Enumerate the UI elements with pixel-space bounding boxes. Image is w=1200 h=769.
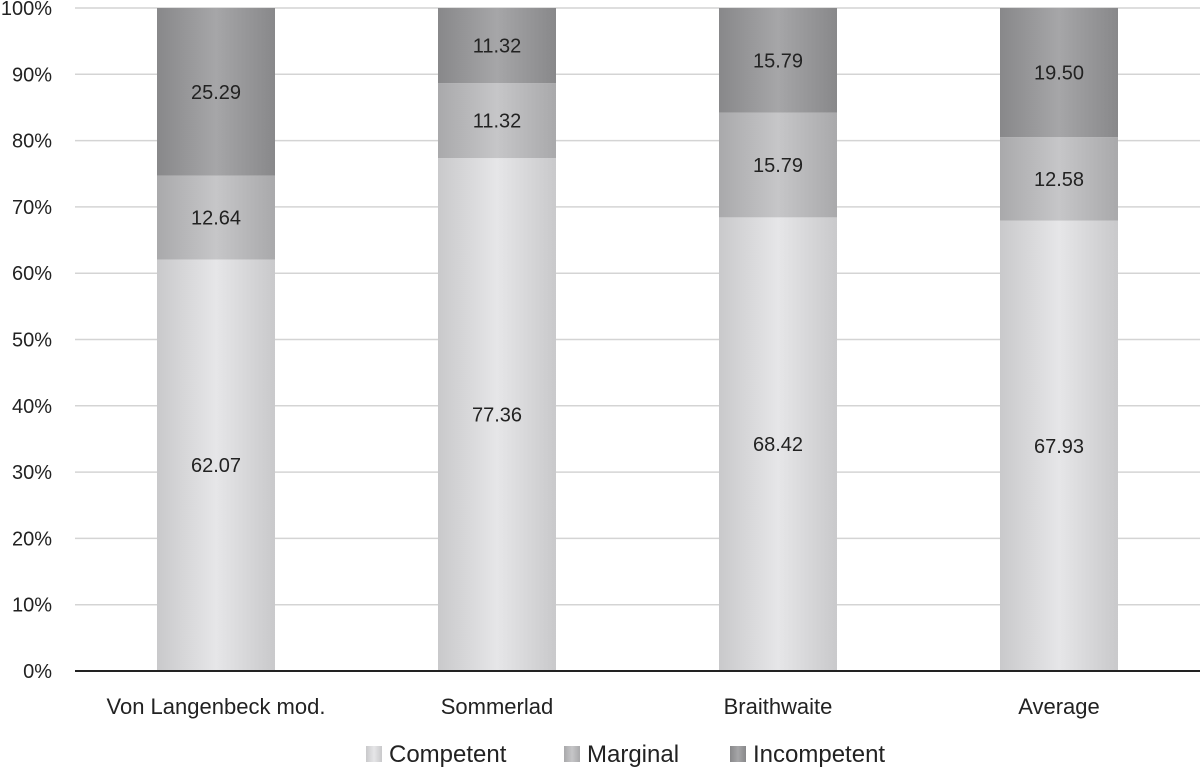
legend: Competent Marginal Incompetent <box>366 741 885 768</box>
y-tick-label: 80% <box>12 131 52 153</box>
data-label: 15.79 <box>753 50 803 72</box>
y-tick-label: 10% <box>12 595 52 617</box>
data-label: 67.93 <box>1034 436 1084 458</box>
data-label: 77.36 <box>472 405 522 427</box>
bar-segment-competent <box>1000 220 1118 672</box>
data-label: 19.50 <box>1034 63 1084 85</box>
y-tick-label: 50% <box>12 330 52 352</box>
bar-segment-competent <box>719 217 837 671</box>
x-category-label: Average <box>1018 694 1100 719</box>
y-tick-label: 90% <box>12 64 52 86</box>
bar-segment-marginal <box>1000 137 1118 221</box>
y-axis-tick-labels: 0% 10% 20% 30% 40% 50% 60% 70% 80% 90% 100% <box>1 0 52 683</box>
bar-segment-incompetent <box>438 8 556 84</box>
legend-swatch-marginal <box>564 746 580 762</box>
data-labels: 62.07 12.64 25.29 77.36 11.32 11.32 68.42 15.79… <box>191 36 1084 478</box>
bar-segment-marginal <box>438 83 556 159</box>
legend-label-marginal: Marginal <box>587 741 679 768</box>
y-tick-label: 40% <box>12 396 52 418</box>
bars <box>157 7 1118 672</box>
bar-segment-marginal <box>157 175 275 260</box>
bar-segment-incompetent <box>1000 7 1118 138</box>
data-label: 62.07 <box>191 455 241 477</box>
data-label: 11.32 <box>473 111 522 133</box>
x-axis-category-labels: Von Langenbeck mod. Sommerlad Braithwaite A… <box>107 694 1100 719</box>
y-tick-label: 0% <box>23 661 52 683</box>
y-tick-label: 60% <box>12 263 52 285</box>
data-label: 15.79 <box>753 155 803 177</box>
legend-label-incompetent: Incompetent <box>753 741 885 768</box>
legend-swatch-competent <box>366 746 382 762</box>
data-label: 25.29 <box>191 82 241 104</box>
x-category-label: Sommerlad <box>441 694 553 719</box>
x-category-label: Braithwaite <box>724 694 833 719</box>
y-tick-label: 30% <box>12 462 52 484</box>
data-label: 12.58 <box>1034 169 1084 191</box>
legend-label-competent: Competent <box>389 741 507 768</box>
bar-segment-incompetent <box>157 8 275 176</box>
y-tick-label: 100% <box>1 0 52 20</box>
y-tick-label: 20% <box>12 528 52 550</box>
y-tick-label: 70% <box>12 197 52 219</box>
x-category-label: Von Langenbeck mod. <box>107 694 326 719</box>
data-label: 68.42 <box>753 434 803 456</box>
bar-segment-incompetent <box>719 8 837 113</box>
legend-swatch-incompetent <box>730 746 746 762</box>
bar-segment-marginal <box>719 112 837 218</box>
bar-segment-competent <box>438 158 556 671</box>
data-label: 12.64 <box>191 208 241 230</box>
data-label: 11.32 <box>473 36 522 58</box>
bar-segment-competent <box>157 259 275 671</box>
